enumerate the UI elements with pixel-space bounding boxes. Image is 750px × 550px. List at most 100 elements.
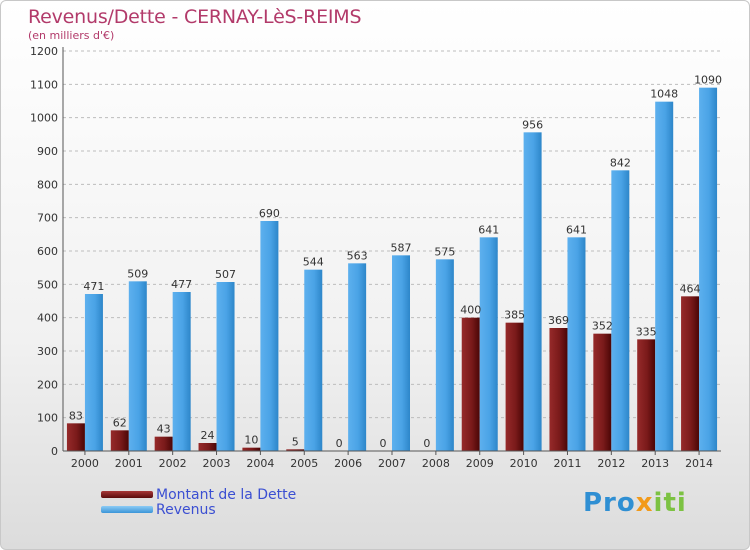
bar-dette	[110, 430, 129, 451]
bar-revenus	[260, 221, 279, 451]
value-label-revenus: 509	[127, 267, 148, 280]
value-label-dette: 335	[636, 325, 657, 338]
value-label-revenus: 575	[434, 245, 455, 258]
bar-dette	[681, 296, 700, 451]
logo-part-1: Pro	[583, 488, 636, 518]
y-tick-label: 0	[51, 445, 58, 458]
y-tick-label: 600	[37, 245, 58, 258]
y-tick-label: 800	[37, 178, 58, 191]
bar-dette	[198, 443, 217, 451]
bar-revenus	[348, 263, 367, 451]
bar-dette	[593, 333, 612, 451]
legend-label-dette: Montant de la Dette	[156, 486, 297, 503]
bar-dette	[242, 447, 261, 451]
value-label-revenus: 544	[303, 256, 324, 269]
value-label-dette: 400	[460, 304, 481, 317]
value-label-dette: 0	[423, 437, 430, 450]
bar-dette	[66, 423, 85, 451]
y-tick-label: 900	[37, 145, 58, 158]
legend-swatch-dette	[101, 491, 153, 498]
bar-revenus	[392, 255, 410, 451]
bar-revenus	[304, 269, 323, 451]
y-tick-label: 1200	[30, 45, 58, 58]
x-tick-label: 2010	[510, 457, 538, 470]
bar-dette	[505, 322, 524, 451]
x-tick-label: 2013	[641, 457, 669, 470]
x-tick-label: 2003	[203, 457, 231, 470]
bar-dette	[286, 449, 305, 451]
y-tick-label: 500	[37, 278, 58, 291]
bar-revenus	[699, 87, 718, 452]
bar-dette	[461, 317, 480, 451]
bar-revenus	[611, 170, 630, 452]
y-tick-label: 1000	[30, 112, 58, 125]
value-label-dette: 0	[336, 437, 343, 450]
y-tick-label: 300	[37, 345, 58, 358]
value-label-dette: 43	[157, 423, 171, 436]
value-label-revenus: 1048	[650, 88, 678, 101]
value-label-revenus: 563	[347, 249, 368, 262]
value-label-revenus: 477	[171, 278, 192, 291]
bar-dette	[549, 328, 568, 451]
x-tick-label: 2011	[553, 457, 581, 470]
x-tick-label: 2006	[334, 457, 362, 470]
legend-swatch-revenus	[101, 506, 153, 513]
value-label-dette: 0	[380, 437, 387, 450]
value-label-revenus: 690	[259, 207, 280, 220]
value-label-dette: 83	[69, 409, 83, 422]
bar-revenus	[479, 237, 498, 451]
x-tick-label: 2012	[597, 457, 625, 470]
value-label-revenus: 1090	[694, 74, 722, 87]
x-tick-label: 2009	[466, 457, 494, 470]
bar-revenus	[84, 294, 103, 451]
y-tick-label: 400	[37, 312, 58, 325]
y-tick-label: 700	[37, 212, 58, 225]
x-tick-label: 2002	[159, 457, 187, 470]
value-label-revenus: 507	[215, 268, 236, 281]
value-label-revenus: 956	[522, 118, 543, 131]
proxiti-logo: Proxiti	[583, 488, 687, 518]
legend-item-dette: Montant de la Dette	[101, 486, 297, 503]
bar-dette	[154, 436, 173, 451]
y-tick-label: 100	[37, 412, 58, 425]
bar-revenus	[172, 292, 191, 451]
x-tick-label: 2008	[422, 457, 450, 470]
bar-revenus	[655, 101, 674, 452]
bar-revenus	[216, 282, 235, 451]
x-tick-label: 2014	[685, 457, 713, 470]
legend-label-revenus: Revenus	[156, 501, 216, 518]
bar-revenus	[523, 132, 542, 452]
chart-title: Revenus/Dette - CERNAY-LèS-REIMS	[28, 6, 362, 28]
logo-part-3: iti	[653, 488, 687, 518]
value-label-dette: 24	[201, 429, 215, 442]
logo-part-2: x	[635, 488, 654, 518]
value-label-dette: 464	[680, 282, 701, 295]
value-label-dette: 5	[292, 435, 299, 448]
x-tick-label: 2005	[290, 457, 318, 470]
chart-legend: Montant de la Dette Revenus	[101, 486, 297, 518]
bar-revenus	[435, 259, 454, 451]
value-label-dette: 62	[113, 416, 127, 429]
x-tick-label: 2007	[378, 457, 406, 470]
x-tick-label: 2004	[246, 457, 274, 470]
value-label-revenus: 587	[391, 241, 412, 254]
value-label-revenus: 842	[610, 156, 631, 169]
value-label-revenus: 641	[478, 223, 499, 236]
value-label-dette: 385	[504, 309, 525, 322]
chart-subtitle: (en milliers d'€)	[28, 29, 115, 42]
bar-dette	[637, 339, 656, 451]
y-tick-label: 1100	[30, 78, 58, 91]
value-label-revenus: 641	[566, 223, 587, 236]
value-label-dette: 352	[592, 320, 613, 333]
value-label-dette: 369	[548, 314, 569, 327]
value-label-dette: 10	[244, 434, 258, 447]
x-tick-label: 2000	[71, 457, 99, 470]
x-tick-label: 2001	[115, 457, 143, 470]
value-label-revenus: 471	[83, 280, 104, 293]
y-tick-label: 200	[37, 378, 58, 391]
bar-revenus	[128, 281, 147, 451]
bar-revenus	[567, 237, 586, 451]
legend-item-revenus: Revenus	[101, 501, 296, 518]
